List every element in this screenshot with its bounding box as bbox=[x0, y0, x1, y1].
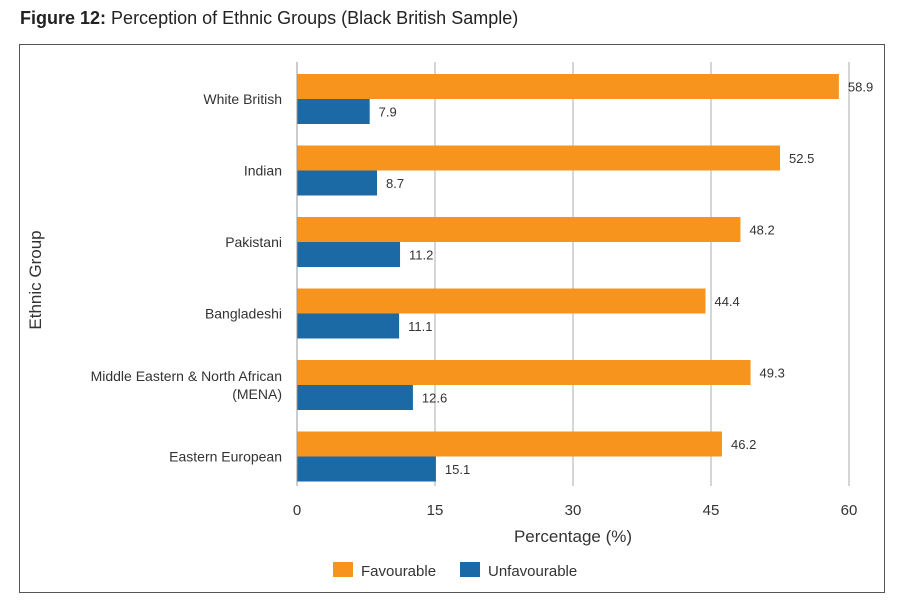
legend-label-favourable: Favourable bbox=[361, 563, 436, 580]
legend-swatch-unfavourable bbox=[460, 562, 480, 577]
figure-label: Figure 12: bbox=[20, 8, 107, 28]
value-label-unfavourable-1: 8.7 bbox=[386, 176, 404, 191]
bar-favourable-0 bbox=[297, 74, 839, 99]
category-label-1: Indian bbox=[244, 163, 282, 179]
category-label-4-line-0: Middle Eastern & North African bbox=[91, 368, 282, 384]
x-tick-label-4: 60 bbox=[841, 502, 858, 519]
x-axis-title: Percentage (%) bbox=[514, 527, 632, 546]
value-label-favourable-3: 44.4 bbox=[714, 294, 739, 309]
bar-unfavourable-2 bbox=[297, 242, 401, 267]
chart-frame bbox=[19, 44, 885, 593]
bar-favourable-1 bbox=[297, 145, 780, 171]
bar-unfavourable-5 bbox=[297, 456, 436, 482]
bar-unfavourable-1 bbox=[297, 170, 378, 196]
value-label-favourable-4: 49.3 bbox=[760, 366, 785, 381]
value-label-favourable-1: 52.5 bbox=[789, 151, 814, 166]
y-axis-title: Ethnic Group bbox=[26, 230, 45, 329]
category-label-4-line-1: (MENA) bbox=[232, 386, 282, 402]
value-label-unfavourable-3: 11.1 bbox=[408, 319, 432, 334]
x-tick-label-3: 45 bbox=[703, 502, 720, 519]
bar-favourable-4 bbox=[297, 360, 751, 385]
bar-unfavourable-0 bbox=[297, 99, 370, 124]
value-label-unfavourable-4: 12.6 bbox=[422, 391, 447, 406]
bar-favourable-3 bbox=[297, 288, 706, 314]
bar-unfavourable-3 bbox=[297, 313, 400, 339]
x-tick-label-0: 0 bbox=[293, 502, 301, 519]
figure-title-text: Perception of Ethnic Groups (Black Briti… bbox=[111, 8, 519, 28]
category-label-2: Pakistani bbox=[225, 234, 282, 250]
x-tick-label-2: 30 bbox=[565, 502, 582, 519]
bar-unfavourable-4 bbox=[297, 385, 413, 410]
value-label-favourable-5: 46.2 bbox=[731, 437, 756, 452]
figure-title: Figure 12: Perception of Ethnic Groups (… bbox=[20, 8, 518, 29]
value-label-unfavourable-2: 11.2 bbox=[409, 248, 433, 263]
category-label-0: White British bbox=[203, 91, 282, 107]
value-label-unfavourable-5: 15.1 bbox=[445, 462, 470, 477]
value-label-unfavourable-0: 7.9 bbox=[379, 105, 397, 120]
x-tick-label-1: 15 bbox=[427, 502, 444, 519]
bar-favourable-2 bbox=[297, 217, 741, 242]
legend-swatch-favourable bbox=[333, 562, 353, 577]
bar-favourable-5 bbox=[297, 431, 723, 457]
value-label-favourable-2: 48.2 bbox=[749, 223, 774, 238]
legend-label-unfavourable: Unfavourable bbox=[488, 563, 577, 580]
value-label-favourable-0: 58.9 bbox=[848, 80, 873, 95]
category-label-5: Eastern European bbox=[169, 449, 282, 465]
category-label-3: Bangladeshi bbox=[205, 306, 282, 322]
